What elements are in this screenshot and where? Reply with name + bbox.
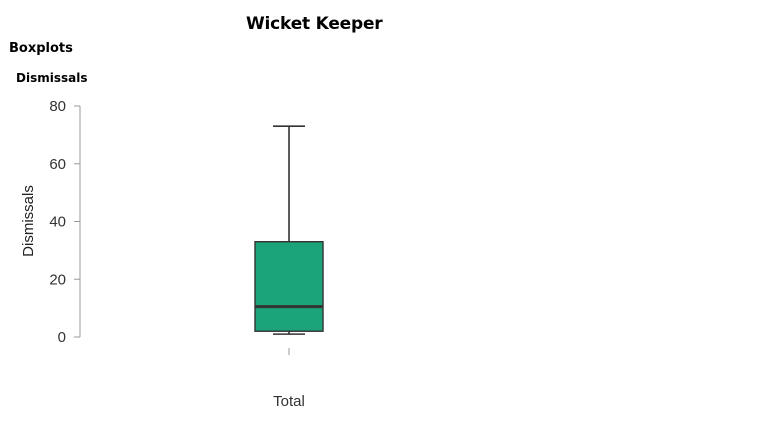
page-title: Wicket Keeper bbox=[246, 14, 383, 34]
y-tick-label: 60 bbox=[49, 156, 66, 173]
x-axis: Total bbox=[273, 348, 305, 410]
section-heading-boxplots: Boxplots bbox=[9, 41, 73, 56]
boxes bbox=[254, 125, 324, 335]
y-tick-label: 0 bbox=[58, 329, 66, 346]
interquartile-box bbox=[254, 241, 324, 332]
y-axis-title: Dismissals bbox=[20, 185, 37, 257]
subsection-heading-dismissals: Dismissals bbox=[16, 71, 88, 85]
y-tick-label: 80 bbox=[49, 98, 66, 115]
x-tick-label: Total bbox=[273, 393, 305, 410]
y-tick-label: 40 bbox=[49, 214, 66, 231]
y-tick-label: 20 bbox=[49, 271, 66, 288]
box-total bbox=[254, 125, 324, 335]
y-axis: 0 20 40 60 80 bbox=[49, 98, 81, 346]
